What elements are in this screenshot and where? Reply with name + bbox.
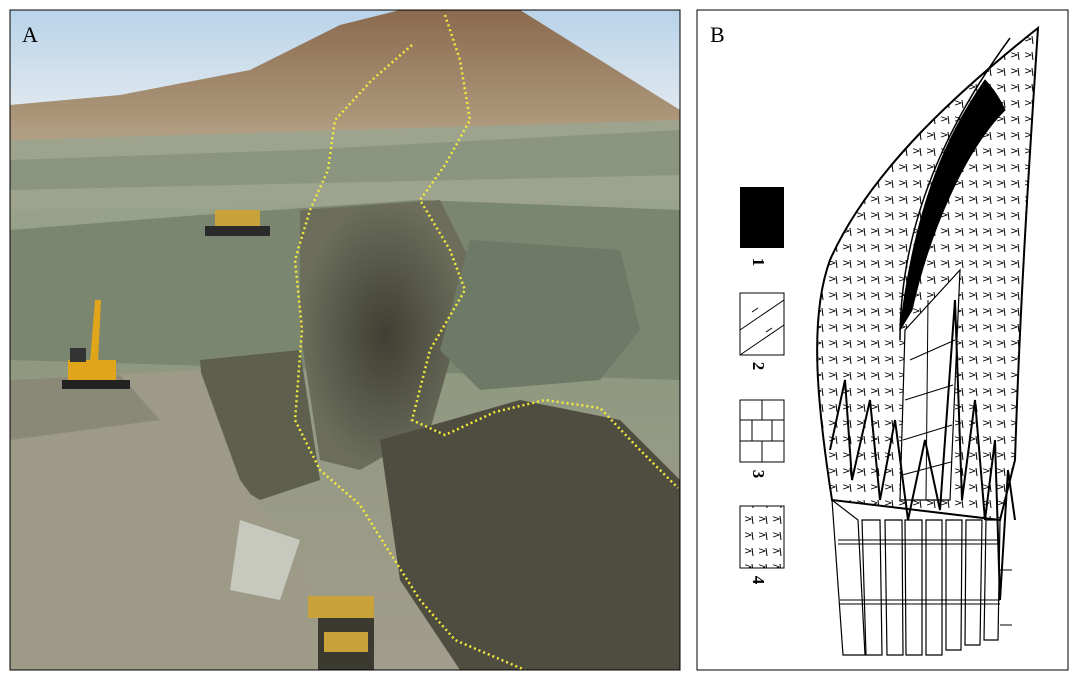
host-rock-columns — [831, 498, 1012, 656]
jagged-contact — [829, 299, 1016, 601]
panel-label: A — [22, 22, 38, 47]
boundary-line — [293, 44, 526, 670]
legend-swatch — [740, 187, 784, 248]
legend-swatch — [739, 292, 785, 356]
lens-body — [816, 25, 1040, 522]
boundary-line — [410, 14, 679, 489]
panel-frame — [9, 9, 681, 671]
legend-label: 4 — [749, 576, 768, 585]
legend-swatch — [739, 399, 785, 463]
cross-section — [816, 25, 1040, 656]
loader — [308, 596, 374, 670]
legend-label: 3 — [749, 470, 768, 479]
legend: 1 2 3 4 — [739, 187, 785, 585]
photo — [10, 10, 680, 670]
panel-label: B — [710, 22, 725, 47]
legend-swatch — [739, 505, 785, 569]
legend-label: 1 — [749, 258, 768, 267]
legend-label: 2 — [749, 362, 768, 371]
dozer — [205, 210, 270, 236]
ore-body — [899, 79, 1006, 331]
excavator — [62, 300, 130, 389]
